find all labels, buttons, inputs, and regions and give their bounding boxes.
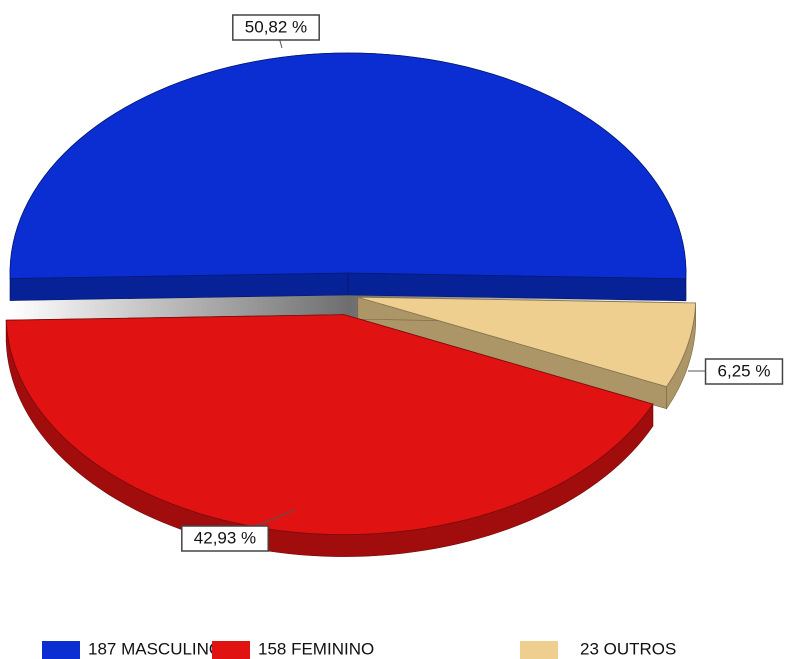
slice-top	[5, 314, 654, 536]
slice-top	[357, 296, 697, 388]
pie-slice	[357, 296, 697, 410]
legend-swatch	[212, 641, 250, 659]
slice-top	[9, 52, 687, 280]
data-label: 50,82 %	[245, 17, 307, 36]
data-labels: 50,82 % 42,93 % 6,25 %	[181, 14, 784, 552]
pie-slice	[5, 314, 654, 557]
legend: 187 MASCULINO 158 FEMININO 23 OUTROS	[42, 639, 676, 659]
data-label-box	[232, 14, 320, 41]
data-label-box	[181, 525, 269, 552]
pie	[5, 52, 697, 557]
legend-swatch	[520, 641, 558, 659]
legend-swatch	[42, 641, 80, 659]
data-label: 6,25 %	[718, 361, 771, 380]
legend-label: 187 MASCULINO	[88, 639, 222, 658]
pie-slice	[9, 52, 687, 302]
data-label: 42,93 %	[194, 528, 256, 547]
legend-label: 158 FEMININO	[258, 639, 374, 658]
legend-label: 23 OUTROS	[580, 639, 676, 658]
data-label-box	[704, 358, 784, 385]
